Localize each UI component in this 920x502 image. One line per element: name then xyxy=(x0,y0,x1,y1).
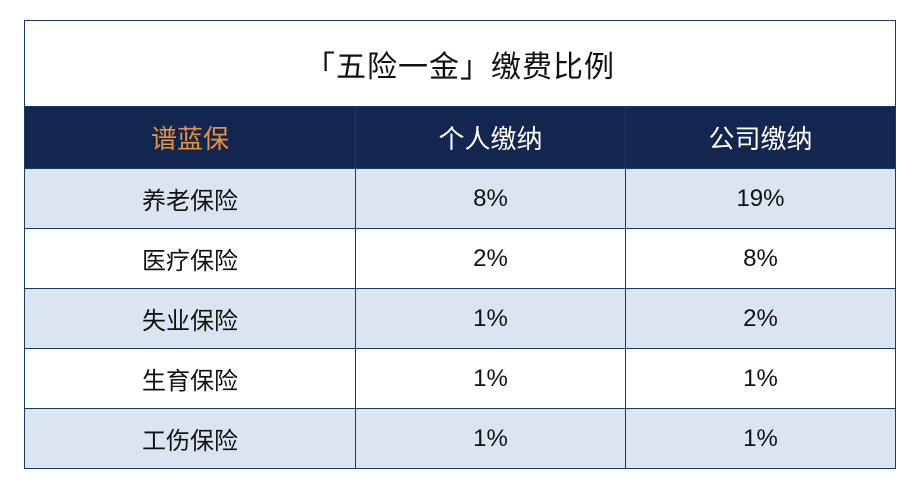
table-title: 「五险一金」缴费比例 xyxy=(25,21,896,107)
header-brand: 谱蓝保 xyxy=(25,107,356,169)
table-row: 工伤保险 1% 1% xyxy=(25,409,896,469)
row-name: 生育保险 xyxy=(25,349,356,409)
row-name: 养老保险 xyxy=(25,169,356,229)
row-name: 失业保险 xyxy=(25,289,356,349)
row-personal: 1% xyxy=(355,409,625,469)
table-row: 养老保险 8% 19% xyxy=(25,169,896,229)
row-personal: 2% xyxy=(355,229,625,289)
table-row: 失业保险 1% 2% xyxy=(25,289,896,349)
header-personal: 个人缴纳 xyxy=(355,107,625,169)
row-personal: 1% xyxy=(355,349,625,409)
row-name: 工伤保险 xyxy=(25,409,356,469)
row-company: 1% xyxy=(625,349,895,409)
table-row: 医疗保险 2% 8% xyxy=(25,229,896,289)
table-header-row: 谱蓝保 个人缴纳 公司缴纳 xyxy=(25,107,896,169)
table-row: 生育保险 1% 1% xyxy=(25,349,896,409)
row-personal: 1% xyxy=(355,289,625,349)
insurance-table: 「五险一金」缴费比例 谱蓝保 个人缴纳 公司缴纳 养老保险 8% 19% 医疗保… xyxy=(24,20,896,469)
row-company: 1% xyxy=(625,409,895,469)
table-container: 「五险一金」缴费比例 谱蓝保 个人缴纳 公司缴纳 养老保险 8% 19% 医疗保… xyxy=(0,0,920,489)
row-name: 医疗保险 xyxy=(25,229,356,289)
row-personal: 8% xyxy=(355,169,625,229)
header-company: 公司缴纳 xyxy=(625,107,895,169)
row-company: 19% xyxy=(625,169,895,229)
row-company: 2% xyxy=(625,289,895,349)
table-title-row: 「五险一金」缴费比例 xyxy=(25,21,896,107)
row-company: 8% xyxy=(625,229,895,289)
